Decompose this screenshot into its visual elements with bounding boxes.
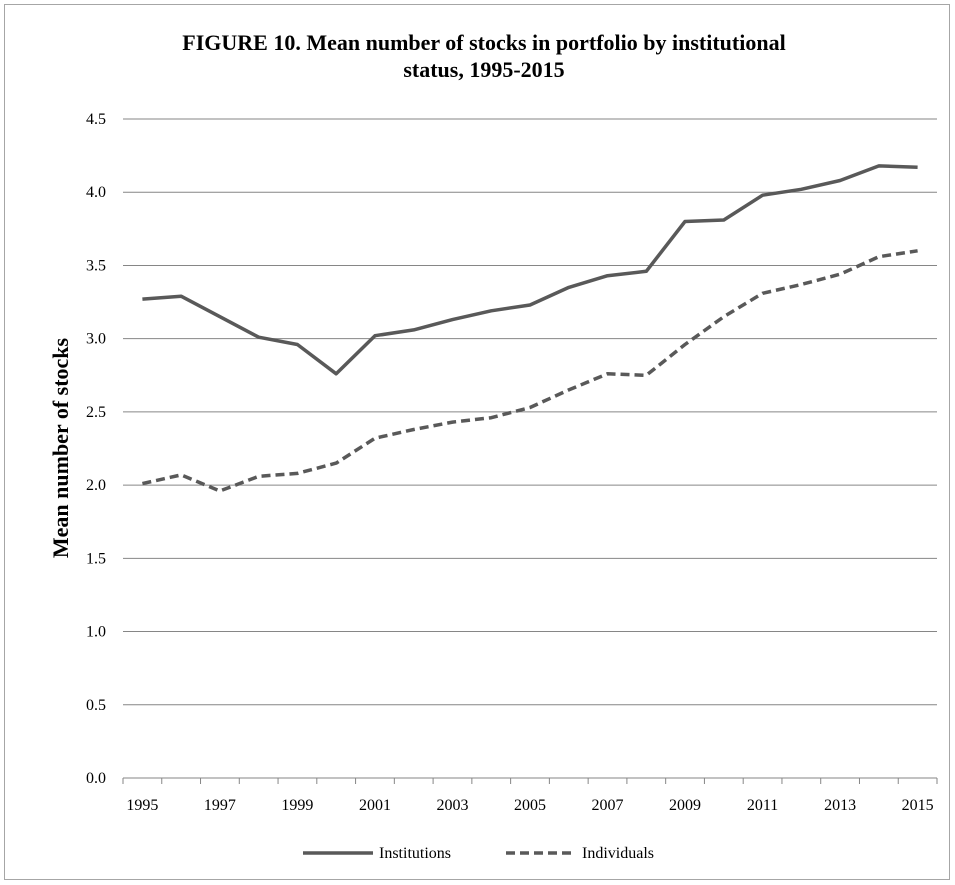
x-tick-label: 2003	[436, 797, 468, 814]
y-tick-label: 3.0	[86, 331, 106, 348]
x-axis: 1995 1997 1999 2001 2003 2005 2007 2009 2011 2013…	[122, 777, 938, 814]
y-tick-label: 1.5	[86, 550, 106, 567]
y-tick-label: 2.5	[86, 404, 106, 421]
chart-title-line-2: status, 1995-2015	[403, 57, 564, 82]
chart-area	[4, 4, 950, 880]
x-tick-label: 2007	[592, 797, 624, 814]
legend: Institutions Individuals	[303, 845, 654, 862]
y-tick-label: 0.0	[86, 770, 106, 787]
series-line-individuals	[142, 249, 918, 493]
x-tick-label: 2013	[824, 797, 856, 814]
gridlines	[123, 118, 937, 706]
series-lines	[142, 164, 918, 493]
y-tick-label: 1.0	[86, 624, 106, 641]
x-tick-label: 1997	[204, 797, 236, 814]
y-tick-label: 3.5	[86, 257, 106, 274]
legend-label-individuals: Individuals	[582, 845, 654, 862]
y-tick-label: 0.5	[86, 697, 106, 714]
chart-title-line-1: FIGURE 10. Mean number of stocks in port…	[182, 30, 785, 55]
y-tick-label: 2.0	[86, 477, 106, 494]
x-tick-label: 2011	[747, 797, 778, 814]
y-tick-label: 4.0	[86, 184, 106, 201]
y-axis-ticks: 0.0 0.5 1.0 1.5 2.0 2.5 3.0 3.5 4.0 4.5	[86, 111, 106, 787]
x-tick-label: 1999	[281, 797, 313, 814]
y-tick-label: 4.5	[86, 111, 106, 128]
y-axis-label: Mean number of stocks	[48, 337, 73, 558]
x-tick-label: 1995	[126, 797, 158, 814]
series-line-institutions	[142, 164, 918, 376]
x-tick-label: 2015	[902, 797, 934, 814]
x-tick-label: 2001	[359, 797, 391, 814]
legend-label-institutions: Institutions	[379, 845, 451, 862]
x-tick-label: 2005	[514, 797, 546, 814]
x-tick-label: 2009	[669, 797, 701, 814]
